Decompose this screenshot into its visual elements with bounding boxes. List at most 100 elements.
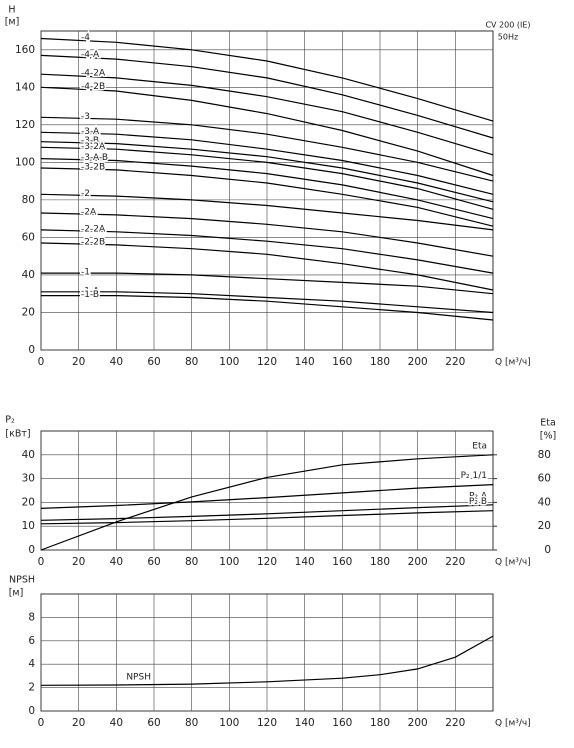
y-tick-label: 6 (28, 635, 35, 647)
series-label: -3-A (81, 127, 100, 137)
x-axis-label: Q [м³/ч] (495, 558, 531, 568)
y-tick-label: 160 (15, 44, 35, 56)
y-tick-label: 140 (15, 81, 35, 93)
series-label: P₂ A (469, 491, 488, 501)
x-tick-label: 40 (110, 556, 123, 568)
series-line (40, 167, 494, 227)
series-line (40, 73, 494, 156)
y2-tick-label: 20 (538, 520, 551, 532)
y-tick-label: 80 (22, 194, 35, 206)
y-axis-label: NPSH (9, 575, 35, 586)
series-line (40, 37, 494, 122)
x-tick-label: 60 (147, 356, 160, 368)
y-tick-label: 10 (22, 520, 35, 532)
x-tick-label: 220 (445, 556, 465, 568)
y2-tick-label: 40 (538, 496, 551, 508)
annotation: CV 200 (IE) (485, 21, 530, 30)
x-tick-label: 100 (219, 717, 239, 729)
series-label: -1-B (81, 290, 99, 300)
series-label: -4-2A (81, 69, 106, 79)
x-tick-label: 160 (332, 717, 352, 729)
y-tick-label: 20 (22, 306, 35, 318)
series-line (40, 212, 494, 257)
x-tick-label: 20 (72, 556, 85, 568)
x-tick-label: 160 (332, 556, 352, 568)
series-label: P₂ 1/1 (461, 471, 487, 481)
y-tick-label: 0 (28, 705, 35, 717)
series-label: -2-2B (81, 238, 105, 248)
series-label: NPSH (126, 673, 151, 683)
y2-tick-label: 80 (538, 449, 551, 461)
y-tick-label: 8 (28, 611, 35, 623)
series-label: -3-A-B (81, 153, 108, 163)
x-tick-label: 160 (332, 356, 352, 368)
x-tick-label: 120 (257, 717, 277, 729)
series-line (40, 504, 494, 521)
y2-axis-label: Eta (540, 418, 556, 429)
series-label: Eta (472, 441, 487, 451)
y-axis-label: P₂ (5, 415, 15, 426)
series-label: P₂ B (469, 497, 487, 507)
series-line (40, 229, 494, 274)
y-tick-label: 40 (22, 269, 35, 281)
y-tick-label: 0 (28, 344, 35, 356)
series-label: -1-A (81, 286, 100, 296)
x-tick-label: 60 (147, 717, 160, 729)
series-line (40, 86, 494, 177)
series-line (40, 158, 494, 220)
x-tick-label: 140 (295, 717, 315, 729)
x-tick-label: 180 (370, 556, 390, 568)
series-label: -1 (81, 268, 90, 278)
series-label: -2-2A (81, 224, 106, 234)
y-tick-label: 2 (28, 682, 35, 694)
x-axis-label: Q [м³/ч] (495, 358, 531, 368)
series-line (41, 295, 494, 321)
x-tick-label: 100 (219, 556, 239, 568)
series-label: -3-2B (81, 162, 105, 172)
series-line (40, 131, 494, 195)
y-axis-label: [кВт] (5, 429, 30, 440)
series-line (40, 242, 494, 291)
x-tick-label: 20 (72, 356, 85, 368)
x-tick-label: 200 (408, 556, 428, 568)
series-line (40, 193, 494, 231)
x-tick-label: 80 (185, 717, 198, 729)
series-label: -3-B (81, 136, 99, 146)
x-tick-label: 80 (185, 556, 198, 568)
x-tick-label: 200 (408, 356, 428, 368)
x-tick-label: 180 (370, 717, 390, 729)
x-tick-label: 100 (219, 356, 239, 368)
x-tick-label: 120 (257, 556, 277, 568)
y-tick-label: 40 (22, 449, 35, 461)
series-line (41, 272, 494, 295)
x-tick-label: 40 (110, 356, 123, 368)
x-tick-label: 0 (38, 556, 45, 568)
series-line (40, 141, 494, 203)
y-axis-label: [м] (9, 588, 24, 599)
series-label: -3-2A (81, 142, 106, 152)
series-line (41, 291, 494, 314)
y-tick-label: 0 (28, 544, 35, 556)
series-label: -2A (81, 208, 97, 218)
series-line (40, 484, 494, 509)
annotation: 50Hz (498, 33, 518, 42)
series-label: -3 (81, 112, 90, 122)
y2-axis-label: [%] (540, 431, 556, 442)
x-tick-label: 140 (295, 356, 315, 368)
series-label: -2 (81, 189, 90, 199)
series-label: -4-A (81, 50, 100, 60)
series-line (40, 635, 494, 686)
x-tick-label: 40 (110, 717, 123, 729)
y-tick-label: 20 (22, 496, 35, 508)
series-line (40, 116, 494, 182)
x-axis-label: Q [м³/ч] (495, 719, 531, 729)
series-line (40, 510, 494, 525)
x-tick-label: 140 (295, 556, 315, 568)
x-tick-label: 0 (38, 356, 45, 368)
x-tick-label: 220 (445, 356, 465, 368)
series-line (40, 146, 494, 210)
series-line (40, 54, 494, 139)
y-axis-label: H (8, 5, 15, 16)
